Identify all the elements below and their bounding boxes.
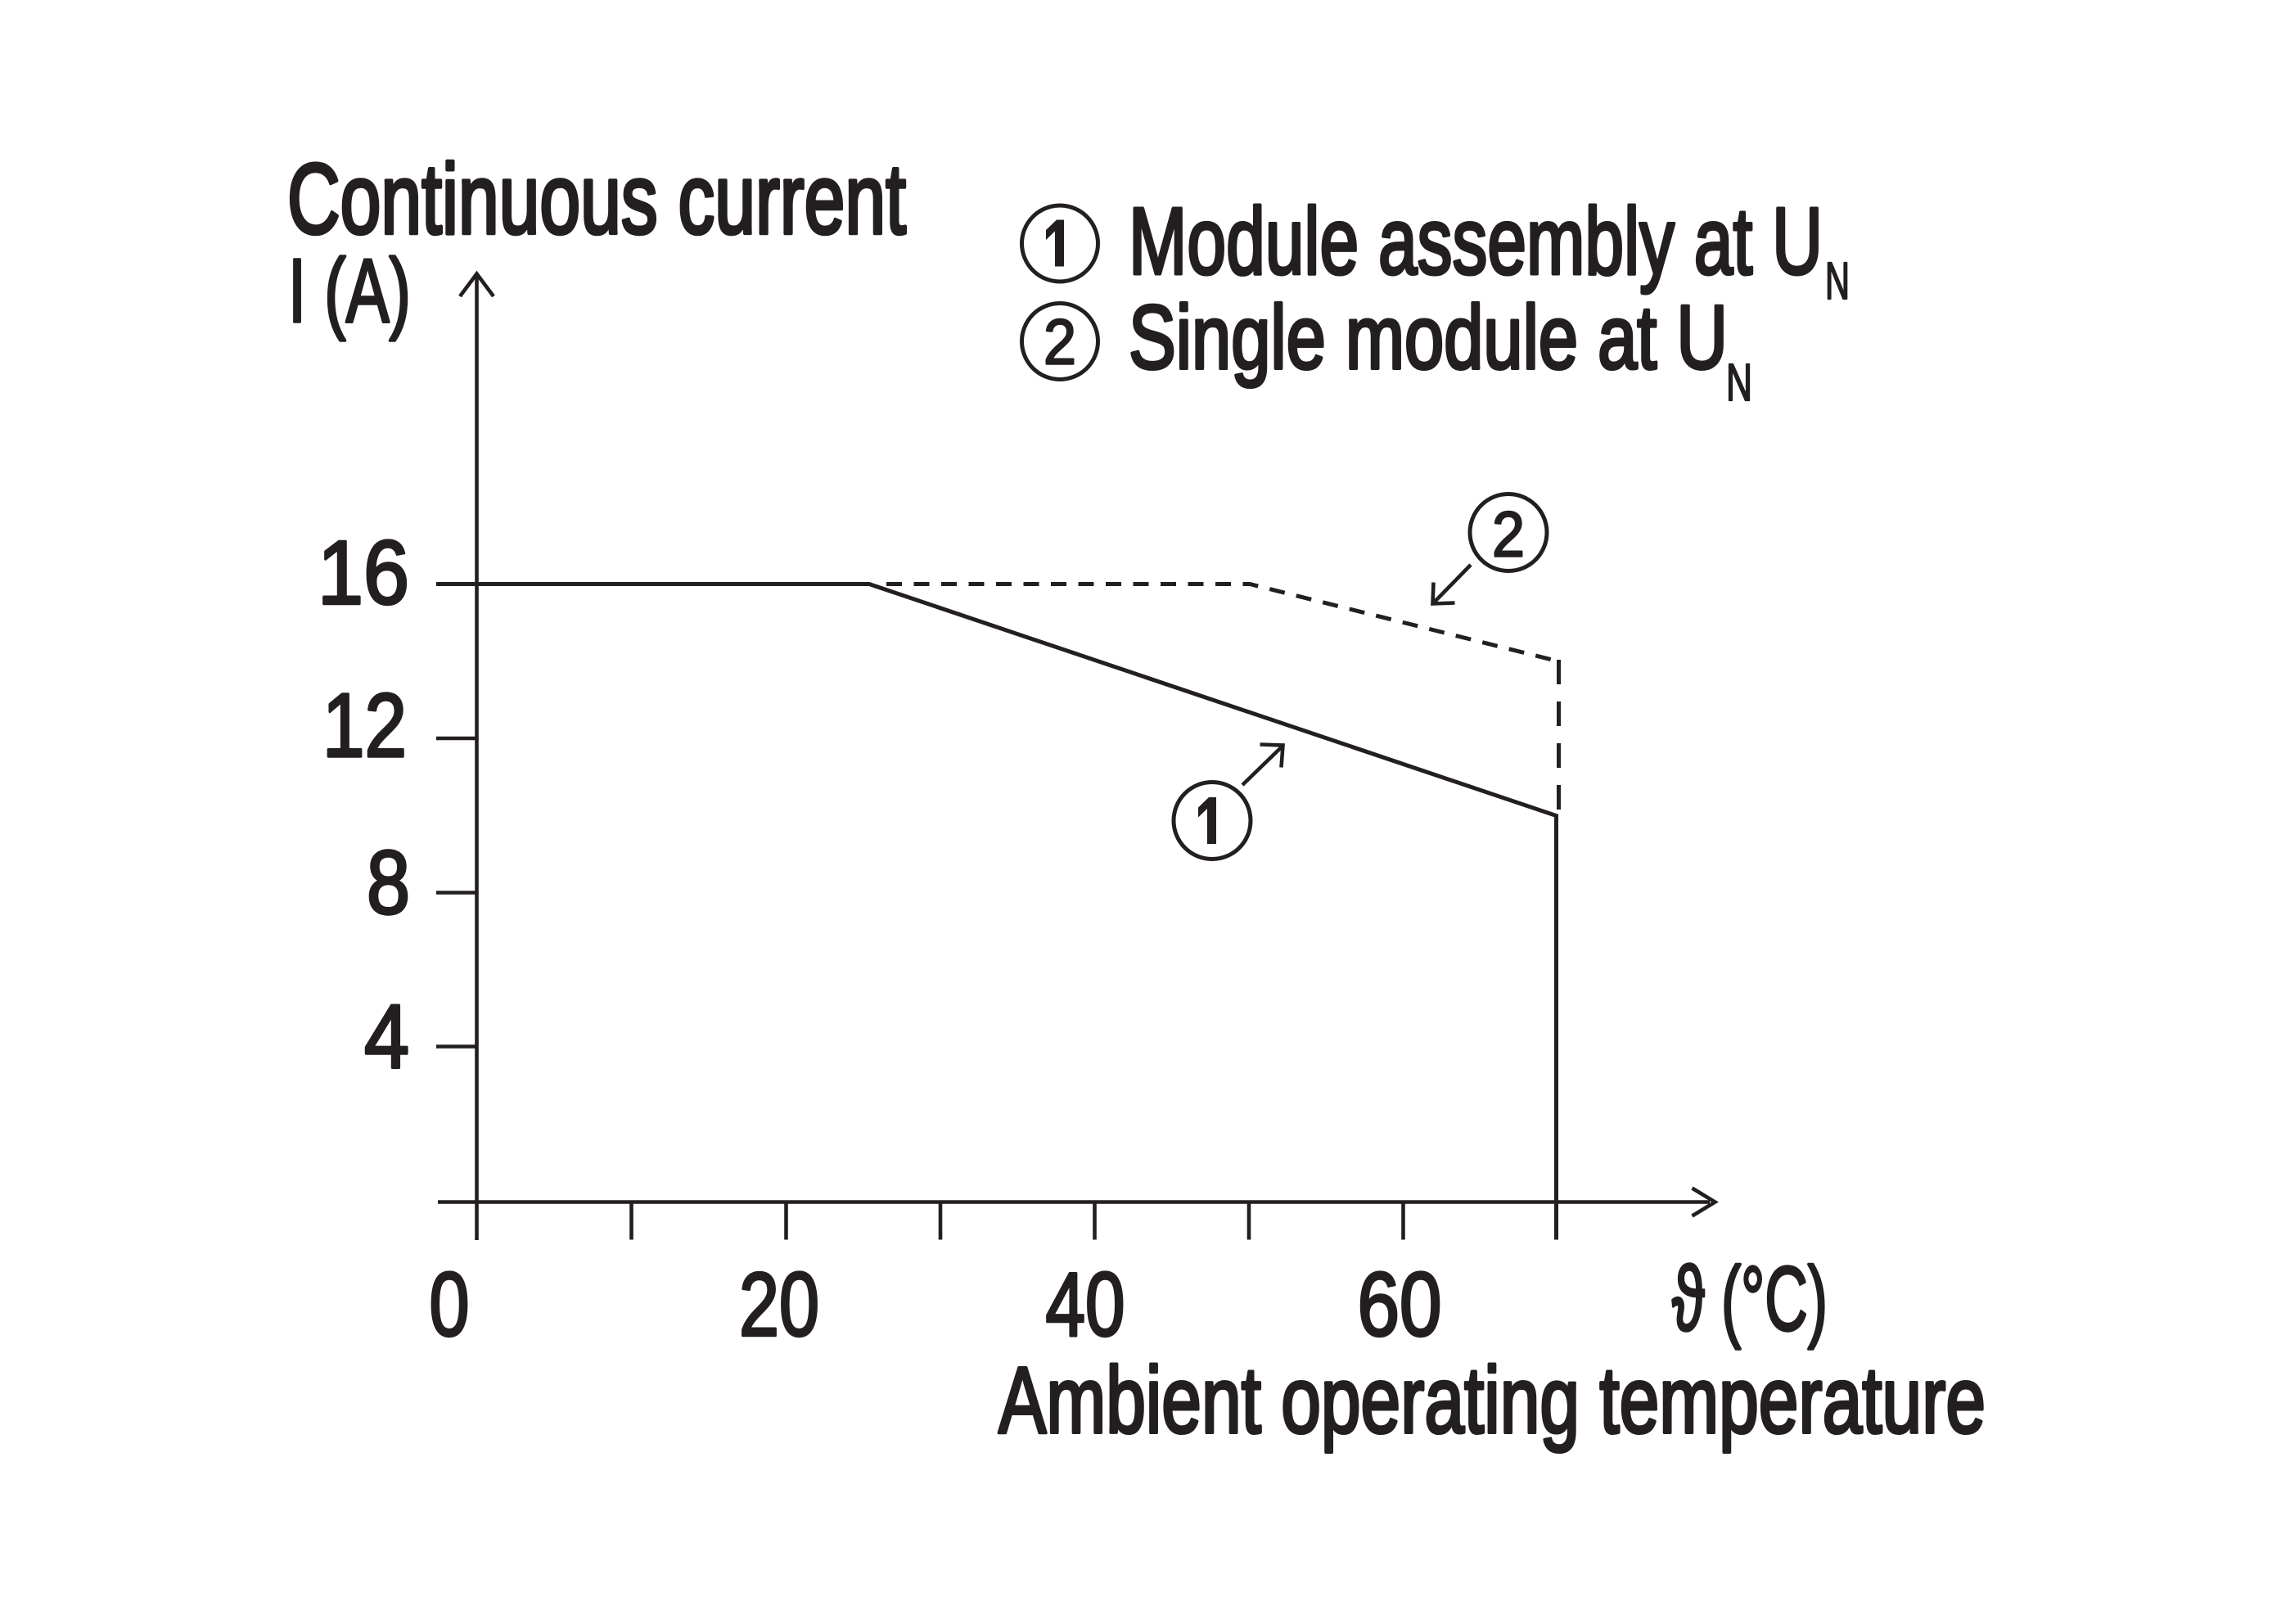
- svg-text:Continuous current: Continuous current: [287, 143, 906, 255]
- svg-text:0: 0: [430, 1255, 470, 1356]
- svg-text:60: 60: [1358, 1255, 1442, 1356]
- svg-text:12: 12: [322, 675, 407, 776]
- svg-text:ϑ (°C): ϑ (°C): [1672, 1248, 1828, 1350]
- svg-text:16: 16: [318, 523, 409, 624]
- svg-text:N: N: [1825, 251, 1850, 310]
- svg-text:2: 2: [1044, 306, 1076, 378]
- svg-text:N: N: [1726, 353, 1752, 412]
- svg-text:20: 20: [739, 1255, 819, 1356]
- svg-text:I (A): I (A): [288, 241, 411, 341]
- svg-text:4: 4: [364, 986, 409, 1087]
- svg-text:Ambient operating temperature: Ambient operating temperature: [999, 1348, 1986, 1453]
- svg-text:40: 40: [1046, 1255, 1125, 1356]
- svg-text:Single module at U: Single module at U: [1129, 287, 1728, 388]
- svg-text:2: 2: [1492, 498, 1525, 571]
- svg-text:8: 8: [367, 832, 410, 933]
- svg-text:Module assembly at U: Module assembly at U: [1129, 188, 1823, 295]
